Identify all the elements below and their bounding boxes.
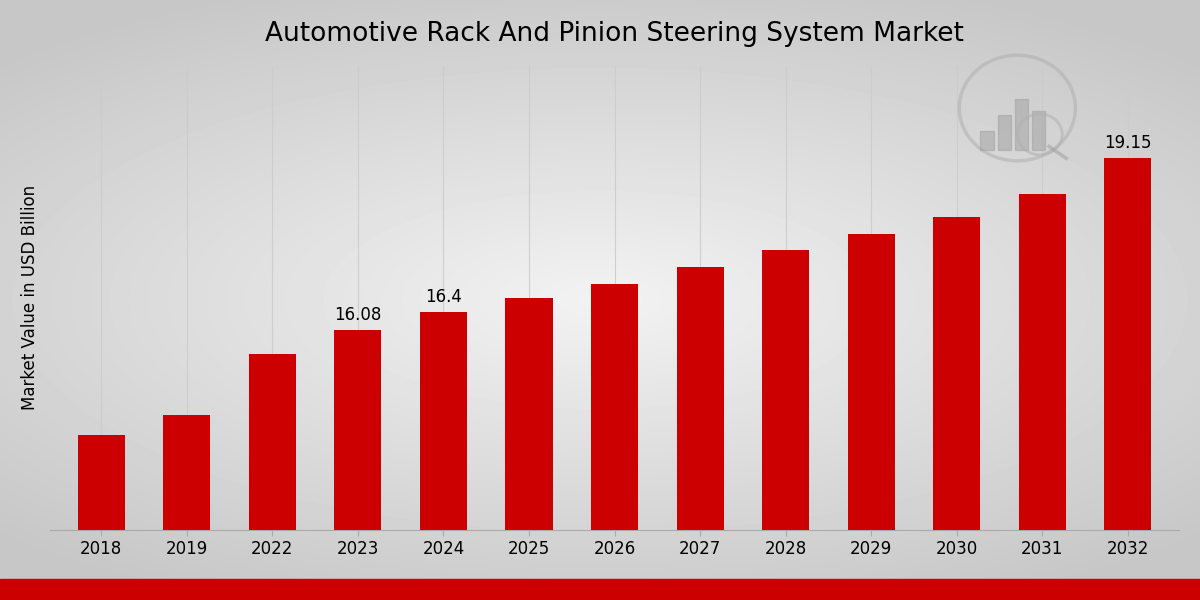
Bar (78, 435, 125, 600)
Bar (248, 353, 296, 600)
Bar (163, 415, 210, 600)
Bar (505, 298, 552, 600)
Bar (420, 312, 467, 600)
Bar (997, 115, 1010, 150)
Text: 16.4: 16.4 (425, 288, 462, 306)
Bar (1019, 194, 1066, 600)
Bar (677, 267, 724, 600)
Bar (1104, 158, 1151, 600)
Bar (847, 233, 895, 600)
Bar (592, 284, 638, 600)
Bar (980, 130, 994, 150)
Bar (1032, 111, 1045, 150)
Bar (934, 217, 980, 600)
Bar (0, 579, 1200, 600)
Bar (1015, 99, 1028, 150)
Text: 19.15: 19.15 (1104, 134, 1152, 152)
Bar (762, 250, 809, 600)
Y-axis label: Market Value in USD Billion: Market Value in USD Billion (20, 185, 38, 410)
Title: Automotive Rack And Pinion Steering System Market: Automotive Rack And Pinion Steering Syst… (265, 21, 964, 47)
Text: 16.08: 16.08 (335, 306, 382, 324)
Bar (335, 329, 382, 600)
